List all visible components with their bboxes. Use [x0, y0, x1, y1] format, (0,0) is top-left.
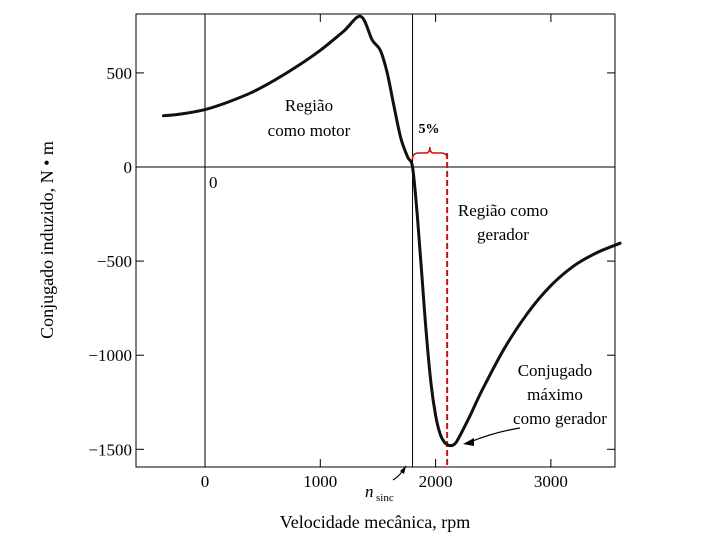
max-torque-arrowhead	[463, 438, 474, 446]
max-torque-label-line2: máximo	[527, 385, 583, 404]
x-axis-title: Velocidade mecânica, rpm	[280, 512, 470, 532]
n-sync-subscript: sinc	[376, 492, 394, 504]
generator-region-label-line2: gerador	[477, 225, 529, 244]
motor-region-label-line2: como motor	[268, 121, 351, 140]
slip-brace	[411, 146, 448, 160]
y-tick-label-0: 0	[124, 158, 133, 177]
max-torque-arrow	[469, 427, 521, 443]
y-axis-title: Conjugado induzido, N • m	[37, 141, 57, 339]
y-tick-label--1500: −1500	[88, 440, 132, 459]
origin-label: 0	[209, 173, 218, 192]
x-tick-label-3000: 3000	[534, 472, 568, 491]
x-tick-label-1000: 1000	[303, 472, 337, 491]
y-tick-label--500: −500	[97, 252, 132, 271]
slip-label: 5%	[419, 122, 440, 137]
y-tick-label-500: 500	[107, 64, 133, 83]
n-sync-label: n	[365, 482, 374, 501]
n-sync-arrowhead	[400, 466, 406, 474]
motor-region-label-line1: Região	[285, 96, 333, 115]
plot-frame	[135, 13, 616, 468]
max-torque-label-line1: Conjugado	[518, 361, 593, 380]
generator-region-label-line1: Região como	[458, 201, 548, 220]
x-tick-label-2000: 2000	[419, 472, 453, 491]
torque-curve-series-0	[162, 14, 622, 448]
max-torque-label-line3: como gerador	[513, 409, 607, 428]
x-tick-label-0: 0	[201, 472, 210, 491]
y-tick-label--1000: −1000	[88, 346, 132, 365]
